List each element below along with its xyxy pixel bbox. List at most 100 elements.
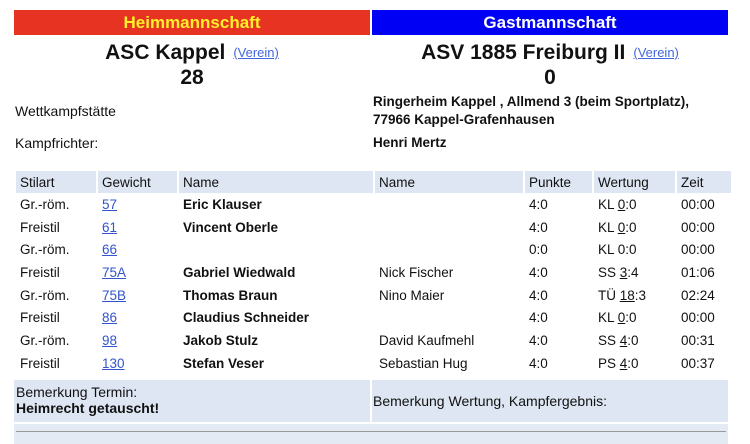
table-row: Gr.-röm. 57 Eric Klauser 4:0 KL 0:0 00:00	[16, 193, 731, 216]
weight-cell: 61	[98, 216, 177, 239]
guest-wrestler: Sebastian Hug	[379, 355, 468, 371]
weight-cell: 98	[98, 329, 177, 352]
wertung-rest: :0	[625, 219, 637, 235]
style: Gr.-röm.	[20, 332, 70, 348]
points: 0:0	[529, 242, 548, 258]
home-team-name: ASC Kappel	[105, 41, 226, 64]
wertung-type: KL	[598, 196, 618, 212]
style: Gr.-röm.	[20, 287, 70, 303]
remark-wertung: Bemerkung Wertung, Kampfergebnis:	[372, 380, 728, 422]
table-row: Gr.-röm. 98 Jakob Stulz David Kaufmehl 4:0 SS…	[16, 329, 731, 352]
venue-line2: 77966 Kappel-Grafenhausen	[373, 112, 555, 127]
wertung: SS 4:0	[594, 329, 675, 352]
home-wrestler: Jakob Stulz	[183, 332, 259, 348]
home-wrestler: Stefan Veser	[183, 355, 265, 371]
points: 4:0	[529, 219, 548, 235]
home-wrestler	[179, 238, 373, 261]
time: 02:24	[681, 287, 715, 303]
guest-wrestler	[375, 238, 523, 261]
time: 00:31	[681, 332, 715, 348]
wertung: PS 4:0	[594, 352, 675, 375]
home-wrestler: Gabriel Wiedwald	[183, 264, 296, 280]
time: 00:00	[681, 242, 715, 258]
wertung: SS 3:4	[594, 261, 675, 284]
home-wrestler: Thomas Braun	[183, 287, 278, 303]
guest-wrestler: Nick Fischer	[379, 264, 454, 280]
col-guest-name: Name	[375, 171, 523, 193]
weight-link[interactable]: 66	[102, 242, 118, 258]
home-team-header: Heimmannschaft	[14, 10, 370, 35]
referee-value: Henri Mertz	[373, 135, 447, 150]
style: Freistil	[20, 310, 60, 326]
wertung-type: KL	[598, 310, 618, 326]
weight-link[interactable]: 130	[102, 355, 125, 371]
style: Freistil	[20, 355, 60, 371]
wertung-score: 4	[619, 355, 628, 371]
wertung-score: 4	[619, 332, 628, 348]
weight-cell: 86	[98, 306, 177, 329]
weight-cell: 75A	[98, 261, 177, 284]
wertung: KL 0:0	[594, 306, 675, 329]
guest-wrestler: Nino Maier	[379, 287, 445, 303]
table-row: Freistil 61 Vincent Oberle 4:0 KL 0:0 00:00	[16, 216, 731, 239]
table-row: Gr.-röm. 66 0:0 KL 0:0 00:00	[16, 238, 731, 261]
home-wrestler: Claudius Schneider	[183, 310, 310, 326]
wertung-score: 0	[617, 310, 626, 326]
weight-link[interactable]: 57	[102, 196, 118, 212]
style: Freistil	[20, 264, 60, 280]
table-header: Stilart Gewicht Name Name Punkte Wertung…	[16, 171, 731, 193]
wertung-rest: :0	[627, 332, 639, 348]
weight-cell: 75B	[98, 284, 177, 307]
weight-link[interactable]: 86	[102, 310, 118, 326]
wertung: KL 0:0	[594, 193, 675, 216]
wertung-rest: :3	[634, 287, 647, 303]
guest-wrestler	[375, 216, 523, 239]
remark-termin-value: Heimrecht getauscht!	[16, 400, 160, 416]
points: 4:0	[529, 264, 548, 280]
time: 01:06	[681, 264, 715, 280]
points: 4:0	[529, 332, 548, 348]
table-row: Gr.-röm. 75B Thomas Braun Nino Maier 4:0 TÜ 1…	[16, 284, 731, 307]
guest-wrestler: David Kaufmehl	[379, 332, 475, 348]
wertung-score: 3	[619, 264, 628, 280]
weight-link[interactable]: 61	[102, 219, 118, 235]
col-zeit: Zeit	[677, 171, 731, 193]
wertung-rest: :0	[625, 196, 637, 212]
remark-wertung-label: Bemerkung Wertung, Kampfergebnis:	[373, 393, 607, 409]
guest-team: ASV 1885 Freiburg II (Verein)	[372, 40, 728, 66]
wertung-score: 0	[617, 196, 626, 212]
footer-row	[14, 424, 728, 444]
col-wertung: Wertung	[594, 171, 675, 193]
guest-team-header: Gastmannschaft	[372, 10, 728, 35]
weight-cell: 57	[98, 193, 177, 216]
wertung-type: TÜ	[598, 287, 620, 303]
weight-link[interactable]: 98	[102, 332, 118, 348]
wertung-type: SS	[598, 264, 620, 280]
home-wrestler: Eric Klauser	[183, 196, 262, 212]
divider	[16, 431, 726, 432]
weight-cell: 130	[98, 352, 177, 375]
home-team: ASC Kappel (Verein)	[14, 40, 370, 66]
weight-cell: 66	[98, 238, 177, 261]
referee-label: Kampfrichter:	[15, 135, 99, 151]
col-home-name: Name	[179, 171, 373, 193]
remark-termin-label: Bemerkung Termin:	[16, 384, 138, 400]
wertung-type: SS	[598, 332, 620, 348]
wertung: KL 0:0	[594, 216, 675, 239]
points: 4:0	[529, 287, 548, 303]
table-row: Freistil 130 Stefan Veser Sebastian Hug 4:0 P…	[16, 352, 731, 375]
wertung-rest: :4	[627, 264, 639, 280]
guest-verein-link[interactable]: (Verein)	[633, 45, 679, 60]
remark-termin: Bemerkung Termin: Heimrecht getauscht!	[14, 380, 370, 422]
col-gewicht: Gewicht	[98, 171, 177, 193]
time: 00:37	[681, 355, 715, 371]
home-verein-link[interactable]: (Verein)	[233, 45, 279, 60]
table-row: Freistil 75A Gabriel Wiedwald Nick Fischer 4…	[16, 261, 731, 284]
points: 4:0	[529, 196, 548, 212]
table-row: Freistil 86 Claudius Schneider 4:0 KL 0:0 00:…	[16, 306, 731, 329]
weight-link[interactable]: 75A	[102, 264, 127, 280]
wertung-rest: :0	[627, 355, 639, 371]
weight-link[interactable]: 75B	[102, 287, 127, 303]
points: 4:0	[529, 310, 548, 326]
wertung-score: 18	[619, 287, 635, 303]
